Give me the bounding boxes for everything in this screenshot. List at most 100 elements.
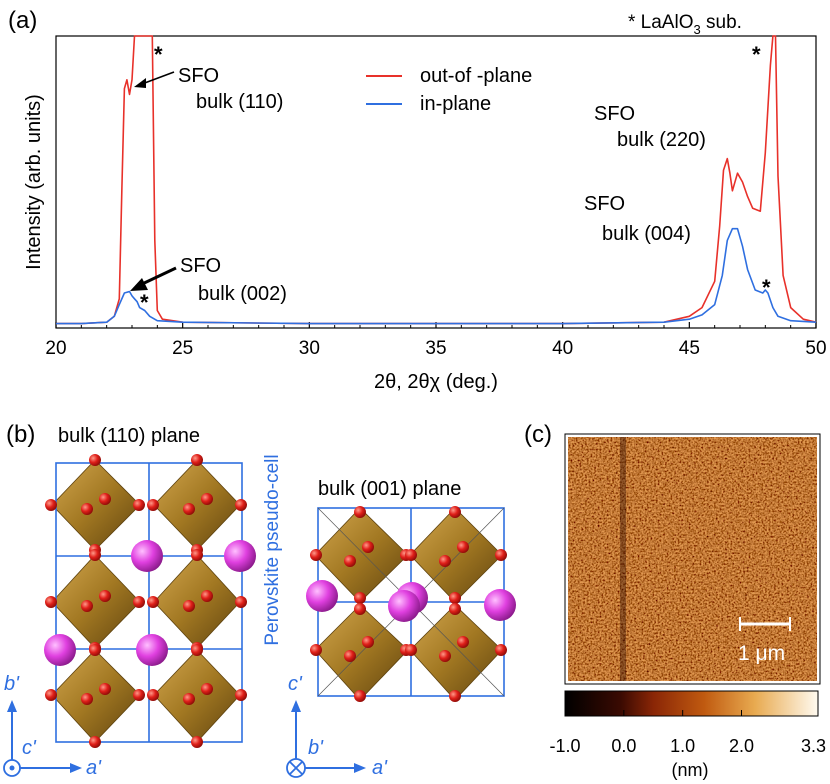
oxygen-atom [310, 549, 322, 561]
colorbar-ticks: -1.0 0.0 1.0 2.0 3.3 [549, 710, 826, 756]
x-tick-label-30: 30 [299, 338, 320, 359]
star-marker-220: * [752, 42, 761, 67]
oxygen-atom [362, 541, 374, 553]
axis-label-right-into: b' [308, 737, 324, 759]
colorbar-tick-label-3.3: 3.3 [801, 736, 826, 756]
oxygen-atom [45, 499, 57, 511]
oxygen-atom [235, 689, 247, 701]
plane-110-title: bulk (110) plane [58, 425, 200, 447]
oxygen-atom [310, 644, 322, 656]
oxygen-atom [99, 683, 111, 695]
axis-label-left-right: a' [86, 757, 102, 779]
x-axis-label: 2θ, 2θχ (deg.) [374, 371, 498, 393]
colorbar-tick-label--1.0: -1.0 [549, 736, 580, 756]
afm-image-texture [568, 437, 817, 681]
x-tick-label-50: 50 [805, 338, 826, 359]
oxygen-atom [191, 454, 203, 466]
oxygen-atom [354, 506, 366, 518]
oxygen-atom [89, 736, 101, 748]
oxygen-atom [354, 603, 366, 615]
oxygen-atom [89, 549, 101, 561]
oxygen-atom [81, 503, 93, 515]
oxygen-atom [344, 650, 356, 662]
oxygen-atom [405, 644, 417, 656]
oxygen-atom [457, 541, 469, 553]
oxygen-atom [449, 506, 461, 518]
star-marker-004: * [762, 275, 771, 300]
oxygen-atom [495, 644, 507, 656]
sr-atoms-001 [306, 580, 516, 622]
series-layer [56, 35, 817, 325]
oxygen-atom [354, 592, 366, 604]
x-tick-label-45: 45 [679, 338, 700, 359]
annotation-arrowhead-002 [130, 278, 148, 291]
x-tick-label-40: 40 [552, 338, 573, 359]
x-axis-tick-labels: 20 25 30 35 40 45 50 [45, 338, 826, 359]
legend-label-out-of-plane: out-of -plane [420, 65, 532, 87]
plane-001-title: bulk (001) plane [318, 478, 461, 500]
oxygen-atom [81, 693, 93, 705]
axis-label-left-up: b' [4, 673, 20, 695]
colorbar-tick-label-0.0: 0.0 [611, 736, 636, 756]
oxygen-atom [201, 590, 213, 602]
x-tick-label-35: 35 [425, 338, 446, 359]
star-marker-002: * [140, 290, 149, 315]
oxygen-atom [235, 596, 247, 608]
oxygen-atom [99, 493, 111, 505]
scale-bar-label: 1 μm [738, 642, 785, 665]
oxygen-atom [191, 644, 203, 656]
panel-c-label: (c) [524, 421, 552, 448]
colorbar-unit: (nm) [672, 760, 709, 780]
axes-indicator-left [3, 700, 82, 777]
oxygen-atom [133, 596, 145, 608]
oxygen-atom [362, 636, 374, 648]
afm-vertical-streak [620, 437, 626, 681]
oxygen-atom [354, 690, 366, 702]
oxygen-atom [183, 693, 195, 705]
annotation-sfo-004-line2: bulk (004) [602, 223, 691, 245]
oxygen-atom [45, 689, 57, 701]
oxygen-atom [449, 603, 461, 615]
colorbar-tick-label-2.0: 2.0 [729, 736, 754, 756]
oxygen-atom [133, 499, 145, 511]
oxygen-atom [405, 549, 417, 561]
pseudo-cell-label: Perovskite pseudo-cell [262, 454, 283, 645]
oxygen-atoms-110 [45, 454, 247, 748]
series-line-in-plane [56, 227, 817, 325]
axis-label-right-right: a' [372, 757, 388, 779]
panel-b-crystal-structures: (b) bulk (110) plane bulk (001) plane Pe… [3, 421, 516, 779]
oxygen-atom [457, 636, 469, 648]
oxygen-atoms-001 [310, 506, 507, 702]
structure-110-plane [44, 454, 256, 748]
axis-label-left-out: c' [22, 737, 37, 759]
oxygen-atom [89, 644, 101, 656]
annotation-sfo-110-line2: bulk (110) [196, 91, 283, 113]
panel-a-label: (a) [8, 7, 37, 34]
oxygen-atom [449, 690, 461, 702]
annotation-sfo-110-line1: SFO [178, 65, 219, 87]
colorbar [564, 690, 819, 717]
oxygen-atom [439, 555, 451, 567]
annotation-sfo-220-line1: SFO [594, 103, 635, 125]
sr-atoms-110 [44, 540, 256, 666]
oxygen-atom [449, 592, 461, 604]
oxygen-atom [439, 650, 451, 662]
legend-label-in-plane: in-plane [420, 93, 491, 115]
oxygen-atom [147, 499, 159, 511]
oxygen-atom [183, 503, 195, 515]
octahedra-110 [51, 459, 241, 743]
oxygen-atom [191, 549, 203, 561]
annotation-arrowhead-110 [134, 78, 146, 88]
star-marker-110: * [154, 42, 163, 67]
annotation-arrow-110 [141, 71, 175, 85]
oxygen-atom [235, 499, 247, 511]
panel-a-chart: (a) * LaAlO3 sub. 20 25 30 35 40 45 50 2θ, 2θχ… [8, 7, 827, 393]
oxygen-atom [147, 596, 159, 608]
panel-c-afm: (c) 1 μm -1.0 0.0 1.0 2.0 3.3 (nm) [524, 421, 826, 780]
structure-001-plane [306, 506, 516, 702]
oxygen-atom [89, 454, 101, 466]
axes-indicator-right [286, 700, 366, 778]
colorbar-tick-label-1.0: 1.0 [670, 736, 695, 756]
oxygen-atom [183, 600, 195, 612]
